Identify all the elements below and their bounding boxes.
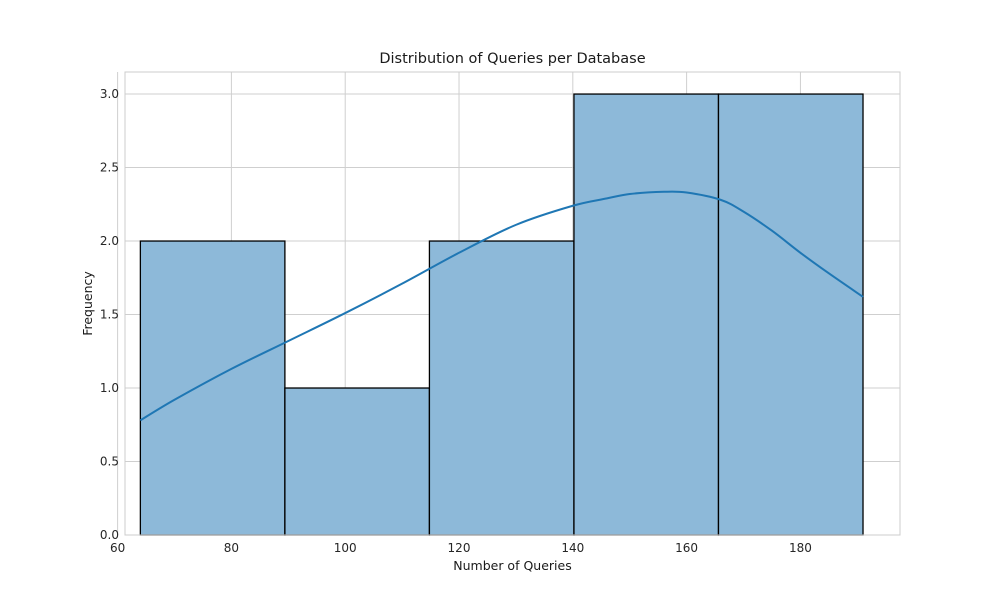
x-tick-label: 120	[448, 541, 471, 555]
y-tick-label: 1.5	[100, 308, 119, 322]
y-tick-label: 3.0	[100, 87, 119, 101]
y-tick-label: 2.0	[100, 234, 119, 248]
x-tick-labels: 60 80 100 120 140 160 180	[110, 541, 812, 555]
y-tick-label: 2.5	[100, 161, 119, 175]
kde-layer	[139, 190, 864, 422]
y-tick-label: 0.0	[100, 528, 119, 542]
y-tick-labels: 0.0 0.5 1.0 1.5 2.0 2.5 3.0	[100, 87, 119, 542]
kde-curve	[139, 190, 864, 422]
y-tick-label: 1.0	[100, 381, 119, 395]
x-tick-label: 160	[675, 541, 698, 555]
y-axis-label: Frequency	[80, 271, 95, 336]
y-tick-label: 0.5	[100, 455, 119, 469]
histogram-bar-1	[139, 240, 286, 536]
chart-title: Distribution of Queries per Database	[379, 51, 645, 67]
plot-frame	[124, 71, 901, 536]
x-tick-label: 140	[561, 541, 584, 555]
x-tick-label: 60	[110, 541, 125, 555]
histogram-bar-4	[573, 93, 720, 536]
bars-layer	[139, 93, 864, 536]
histogram-bar-3	[428, 240, 575, 536]
x-tick-label: 100	[334, 541, 357, 555]
histogram-bar-5	[717, 93, 864, 536]
x-tick-label: 80	[224, 541, 239, 555]
x-tick-label: 180	[789, 541, 812, 555]
histogram-bar-2	[284, 387, 431, 536]
x-axis-label: Number of Queries	[453, 558, 571, 573]
